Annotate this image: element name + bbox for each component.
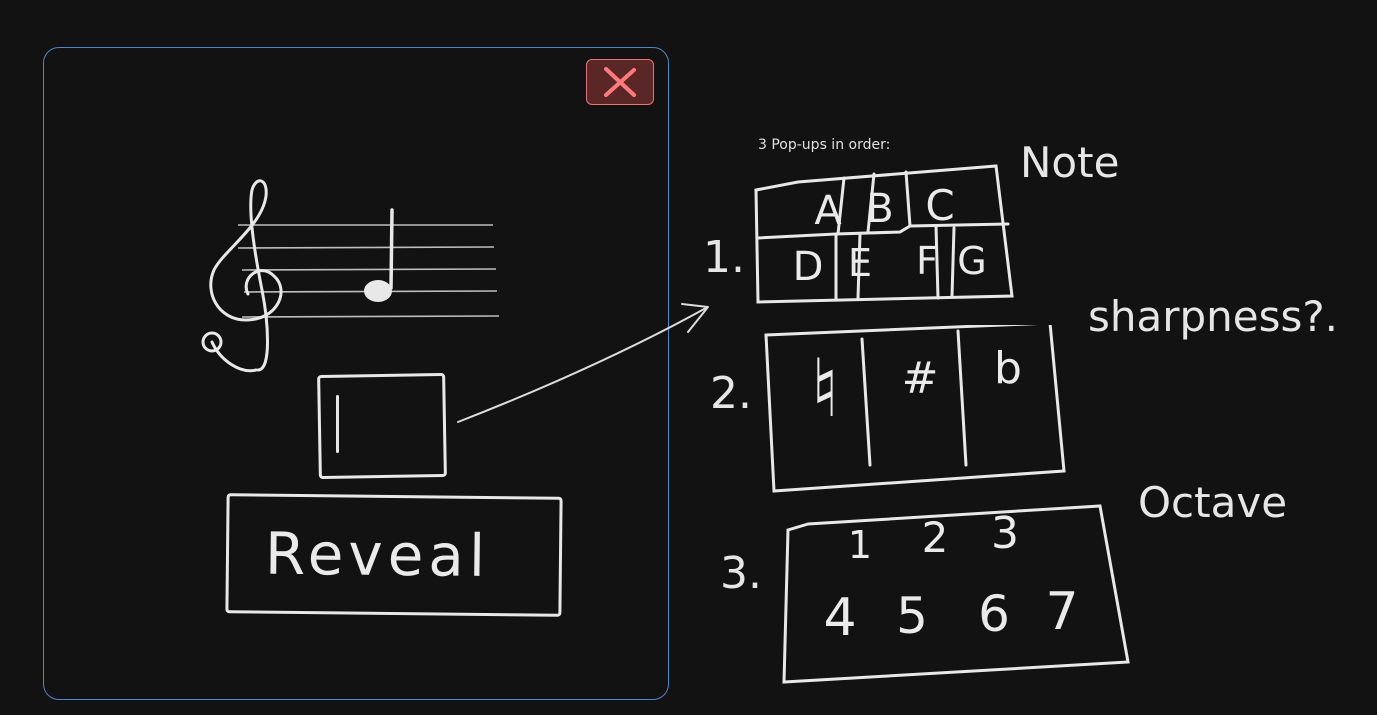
reveal-button-label: Reveal xyxy=(264,519,491,591)
popup-3-label: Octave xyxy=(1138,478,1288,527)
note-popup xyxy=(754,164,1014,304)
octave-option-3[interactable]: 3 xyxy=(991,507,1019,559)
octave-option-2[interactable]: 2 xyxy=(921,512,949,562)
quiz-dialog xyxy=(43,47,669,700)
popups-caption: 3 Pop-ups in order: xyxy=(758,137,891,153)
octave-popup xyxy=(782,504,1130,684)
staff-lines xyxy=(237,224,500,318)
note-option-b[interactable]: B xyxy=(866,186,894,232)
popup-3-number: 3. xyxy=(720,548,762,599)
text-cursor xyxy=(336,395,339,453)
octave-option-7[interactable]: 7 xyxy=(1045,582,1079,642)
treble-clef-icon xyxy=(201,179,283,373)
music-staff xyxy=(201,179,500,373)
octave-option-6[interactable]: 6 xyxy=(978,585,1010,643)
octave-option-4[interactable]: 4 xyxy=(823,588,857,648)
popup-1-number: 1. xyxy=(703,232,745,283)
octave-option-5[interactable]: 5 xyxy=(896,587,928,645)
octave-option-1[interactable]: 1 xyxy=(847,523,873,567)
popup-2-label: sharpness?. xyxy=(1088,292,1339,341)
note-option-c[interactable]: C xyxy=(925,180,955,230)
close-icon xyxy=(604,67,636,97)
close-button[interactable] xyxy=(586,59,654,105)
sharpness-popup xyxy=(764,325,1066,493)
quarter-note-icon xyxy=(364,208,394,302)
arrow-icon xyxy=(457,303,709,423)
note-option-e[interactable]: E xyxy=(847,241,872,285)
note-option-a[interactable]: A xyxy=(814,188,842,234)
note-option-f[interactable]: F xyxy=(916,239,938,283)
note-option-d[interactable]: D xyxy=(792,244,824,290)
note-option-g[interactable]: G xyxy=(957,239,987,283)
reveal-button[interactable]: Reveal xyxy=(225,493,563,617)
popup-2-number: 2. xyxy=(710,368,752,419)
natural-option[interactable]: ♮ xyxy=(810,341,840,435)
popup-1-label: Note xyxy=(1020,138,1120,187)
flat-option[interactable]: b xyxy=(994,342,1022,394)
sharp-option[interactable]: # xyxy=(901,352,939,404)
